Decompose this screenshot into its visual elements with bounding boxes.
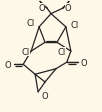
Text: O: O bbox=[38, 3, 45, 12]
Text: Cl: Cl bbox=[22, 47, 30, 56]
Text: Cl: Cl bbox=[27, 19, 35, 28]
Text: O: O bbox=[81, 58, 87, 67]
Text: Cl: Cl bbox=[71, 21, 79, 30]
Text: Cl: Cl bbox=[58, 47, 66, 56]
Text: O: O bbox=[65, 3, 72, 12]
Text: O: O bbox=[42, 91, 48, 100]
Text: O: O bbox=[5, 60, 11, 69]
